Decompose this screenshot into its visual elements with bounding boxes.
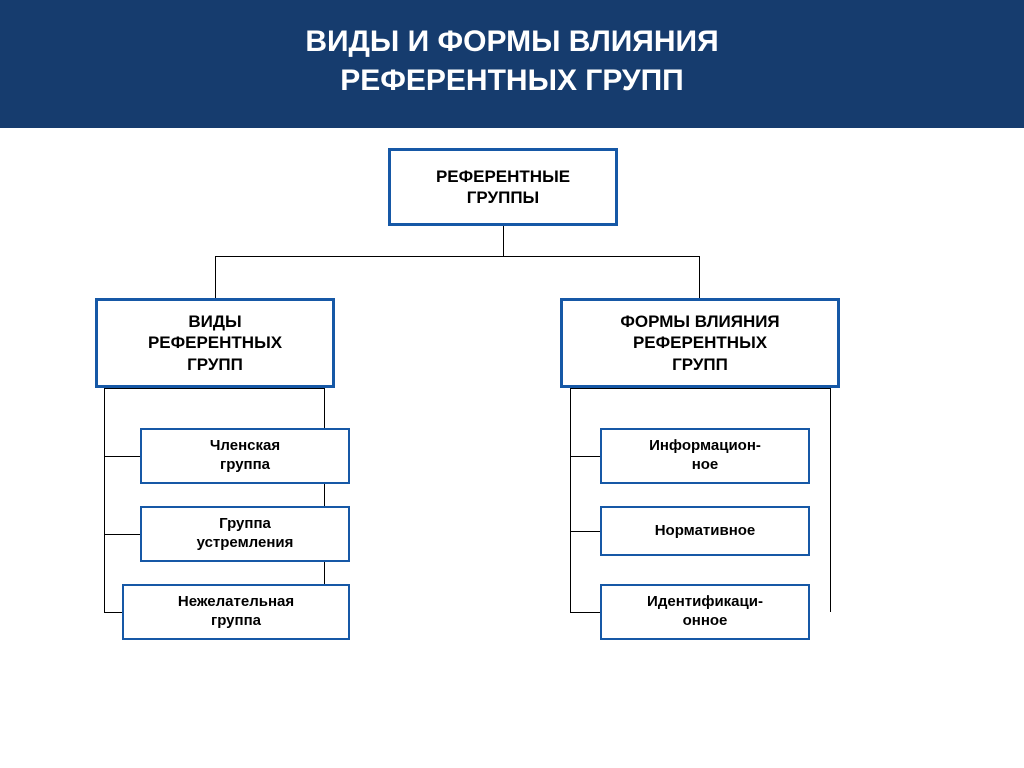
conn-right-tick2 xyxy=(570,531,600,532)
node-right-main: ФОРМЫ ВЛИЯНИЯ РЕФЕРЕНТНЫХ ГРУПП xyxy=(560,298,840,388)
rc1-l1: Нормативное xyxy=(655,522,756,541)
conn-left-drop xyxy=(215,256,216,298)
node-root-l2: ГРУППЫ xyxy=(436,187,570,208)
lc0-l2: группа xyxy=(210,456,280,475)
conn-left-bus-h xyxy=(104,388,324,389)
lc2-l2: группа xyxy=(178,612,294,631)
node-right-child-0: Информацион- ное xyxy=(600,428,810,484)
rc0-l1: Информацион- xyxy=(649,437,761,456)
conn-left-bus-vr xyxy=(324,388,325,612)
node-left-main: ВИДЫ РЕФЕРЕНТНЫХ ГРУПП xyxy=(95,298,335,388)
node-right-child-1: Нормативное xyxy=(600,506,810,556)
lc2-l1: Нежелательная xyxy=(178,593,294,612)
conn-left-tick3 xyxy=(104,612,122,613)
node-right-main-l1: ФОРМЫ ВЛИЯНИЯ xyxy=(620,311,779,332)
lc1-l2: устремления xyxy=(197,534,294,553)
node-left-main-l1: ВИДЫ xyxy=(148,311,282,332)
conn-left-bus-v xyxy=(104,388,105,612)
node-left-main-l2: РЕФЕРЕНТНЫХ xyxy=(148,332,282,353)
conn-right-bus-v xyxy=(570,388,571,612)
conn-top-bus xyxy=(215,256,699,257)
node-right-child-2: Идентификаци- онное xyxy=(600,584,810,640)
header-line1: ВИДЫ И ФОРМЫ ВЛИЯНИЯ xyxy=(0,22,1024,61)
conn-root-down xyxy=(503,226,504,256)
node-root: РЕФЕРЕНТНЫЕ ГРУППЫ xyxy=(388,148,618,226)
conn-left-tick2 xyxy=(104,534,140,535)
lc1-l1: Группа xyxy=(197,515,294,534)
page-header: ВИДЫ И ФОРМЫ ВЛИЯНИЯ РЕФЕРЕНТНЫХ ГРУПП xyxy=(0,0,1024,128)
header-line2: РЕФЕРЕНТНЫХ ГРУПП xyxy=(0,61,1024,100)
node-left-child-2: Нежелательная группа xyxy=(122,584,350,640)
conn-right-tick3 xyxy=(570,612,600,613)
lc0-l1: Членская xyxy=(210,437,280,456)
node-left-main-l3: ГРУПП xyxy=(148,354,282,375)
rc2-l2: онное xyxy=(647,612,763,631)
conn-left-tick1 xyxy=(104,456,140,457)
node-right-main-l3: ГРУПП xyxy=(620,354,779,375)
node-root-l1: РЕФЕРЕНТНЫЕ xyxy=(436,166,570,187)
rc0-l2: ное xyxy=(649,456,761,475)
node-left-child-0: Членская группа xyxy=(140,428,350,484)
node-left-child-1: Группа устремления xyxy=(140,506,350,562)
conn-right-bus-vr xyxy=(830,388,831,612)
node-right-main-l2: РЕФЕРЕНТНЫХ xyxy=(620,332,779,353)
conn-right-tick1 xyxy=(570,456,600,457)
conn-right-bus-h xyxy=(570,388,830,389)
diagram-canvas: РЕФЕРЕНТНЫЕ ГРУППЫ ВИДЫ РЕФЕРЕНТНЫХ ГРУП… xyxy=(0,128,1024,768)
conn-right-drop xyxy=(699,256,700,298)
rc2-l1: Идентификаци- xyxy=(647,593,763,612)
